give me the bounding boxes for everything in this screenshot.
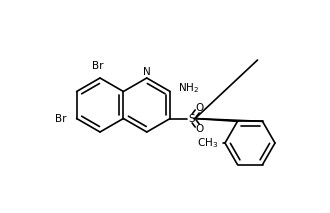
Text: O: O — [195, 125, 203, 134]
Text: CH$_3$: CH$_3$ — [197, 136, 218, 150]
Text: Br: Br — [55, 114, 67, 124]
Text: Br: Br — [92, 61, 104, 71]
Text: NH$_2$: NH$_2$ — [178, 82, 199, 95]
Text: N: N — [143, 67, 150, 77]
Text: S: S — [189, 114, 195, 124]
Text: O: O — [195, 102, 203, 112]
